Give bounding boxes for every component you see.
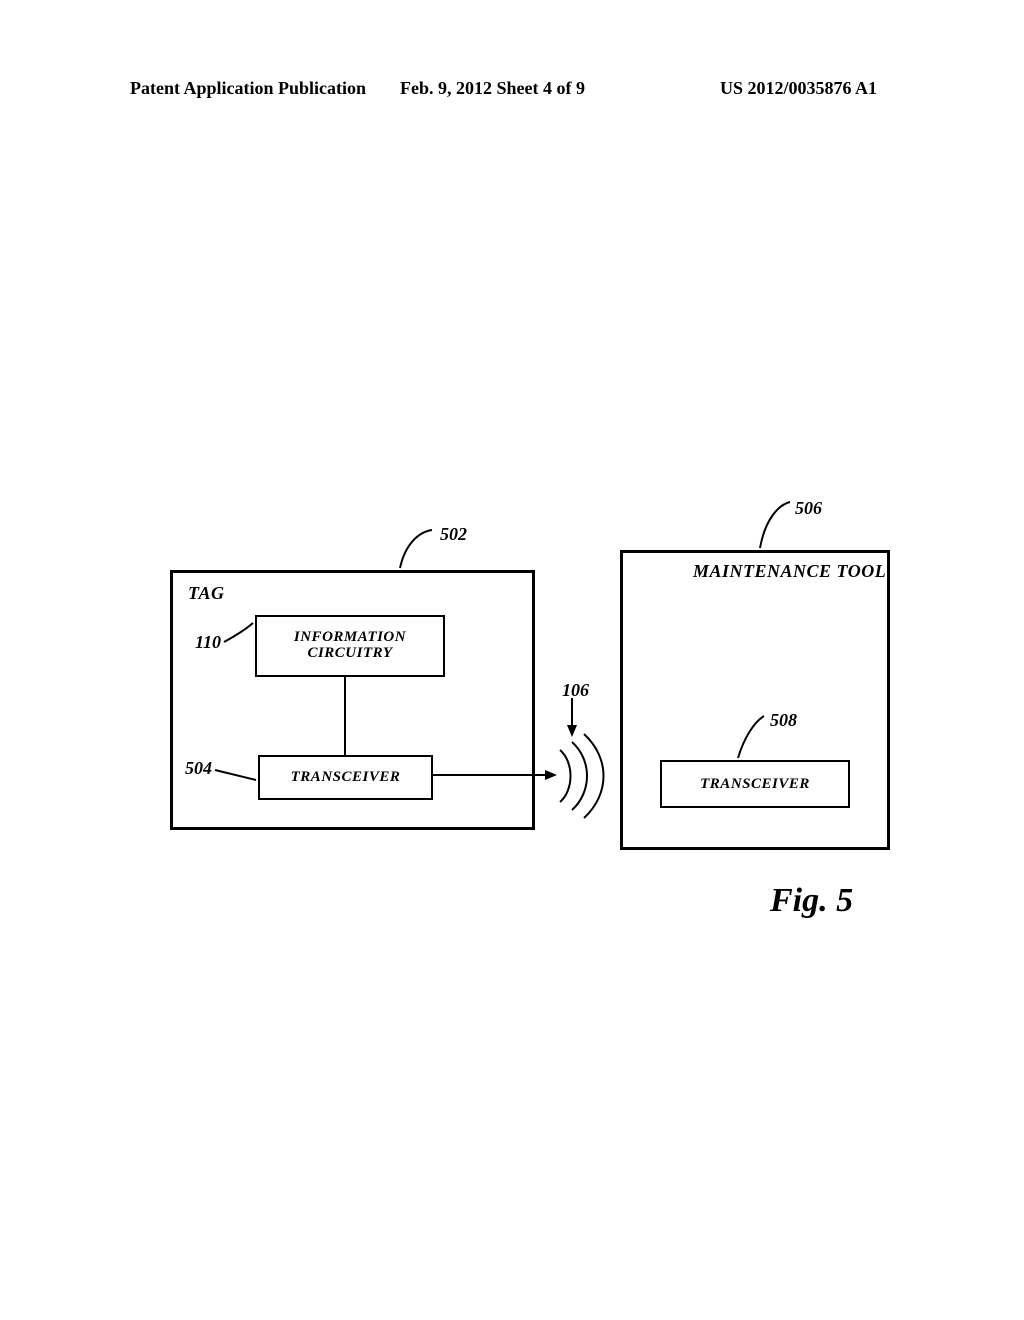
ref-110: 110 [195,632,221,653]
ref-508: 508 [770,710,797,731]
tag-transceiver-box: TRANSCEIVER [258,755,433,800]
ref-506: 506 [795,498,822,519]
tool-transceiver-box: TRANSCEIVER [660,760,850,808]
maintenance-tool-title: MAINTENANCE TOOL [693,561,886,582]
tool-transceiver-label: TRANSCEIVER [700,776,810,793]
figure-caption: Fig. 5 [770,882,853,920]
tag-transceiver-label: TRANSCEIVER [291,769,401,786]
tag-box-title: TAG [188,583,225,604]
figure-5-diagram: TAG INFORMATION CIRCUITRY TRANSCEIVER MA… [0,0,1024,1320]
ref-106: 106 [562,680,589,701]
info-line2: CIRCUITRY [307,645,392,661]
information-circuitry-box: INFORMATION CIRCUITRY [255,615,445,677]
info-line1: INFORMATION [294,629,406,645]
ref-504: 504 [185,758,212,779]
ref-502: 502 [440,524,467,545]
information-circuitry-label: INFORMATION CIRCUITRY [294,630,406,662]
